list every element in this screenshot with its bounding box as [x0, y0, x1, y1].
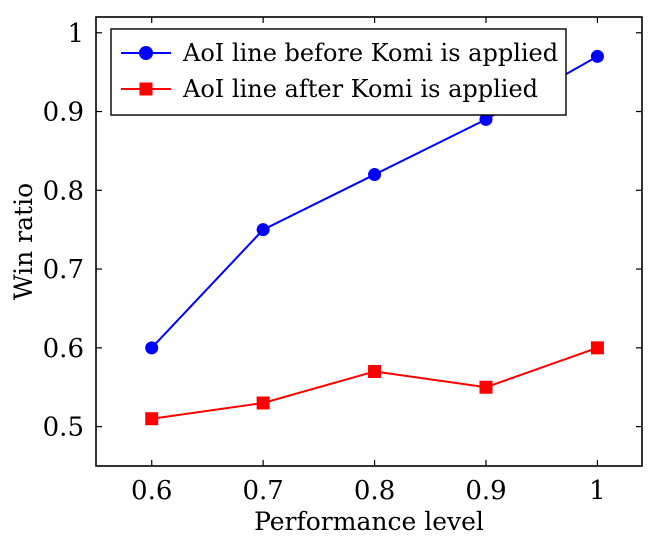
legend-circle-marker: [139, 46, 153, 60]
data-point-circle: [479, 112, 493, 126]
legend-square-marker: [139, 82, 153, 96]
x-tick-label: 0.9: [465, 476, 506, 506]
data-point-circle: [145, 341, 159, 355]
series-line-1: [151, 346, 598, 420]
x-axis-title: Performance level: [254, 507, 484, 536]
data-point-circle: [590, 49, 604, 63]
data-point-square: [590, 341, 604, 355]
x-tick-label: 0.6: [131, 476, 172, 506]
data-point-square: [479, 380, 493, 394]
y-tick-label: 0.5: [43, 413, 84, 443]
ticks-layer: 0.6 0.7 0.8 0.9 1 0.5 0.6 0.7 0.8 0.9 1: [43, 17, 642, 506]
x-tick-label: 1: [589, 476, 606, 506]
legend-entry-after-komi: AoI line after Komi is applied: [121, 75, 538, 103]
data-point-square: [256, 396, 270, 410]
y-axis-title: Win ratio: [9, 183, 38, 300]
legend-label-before-komi: AoI line before Komi is applied: [182, 39, 558, 67]
x-tick-label: 0.8: [354, 476, 395, 506]
legend-box: [110, 28, 567, 116]
data-point-square: [145, 412, 159, 426]
data-point-circle: [368, 168, 382, 182]
y-tick-label: 0.9: [43, 98, 84, 128]
y-tick-label: 0.6: [43, 334, 84, 364]
y-tick-label: 1: [67, 19, 84, 49]
y-tick-label: 0.7: [43, 255, 84, 285]
legend-entry-before-komi: AoI line before Komi is applied: [121, 39, 558, 67]
legend-label-after-komi: AoI line after Komi is applied: [182, 75, 538, 103]
data-point-circle: [256, 223, 270, 237]
data-point-square: [368, 364, 382, 378]
x-tick-label: 0.7: [242, 476, 283, 506]
y-tick-label: 0.8: [43, 176, 84, 206]
legend: AoI line before Komi is applied AoI line…: [110, 28, 567, 116]
plot-frame: [95, 16, 643, 467]
